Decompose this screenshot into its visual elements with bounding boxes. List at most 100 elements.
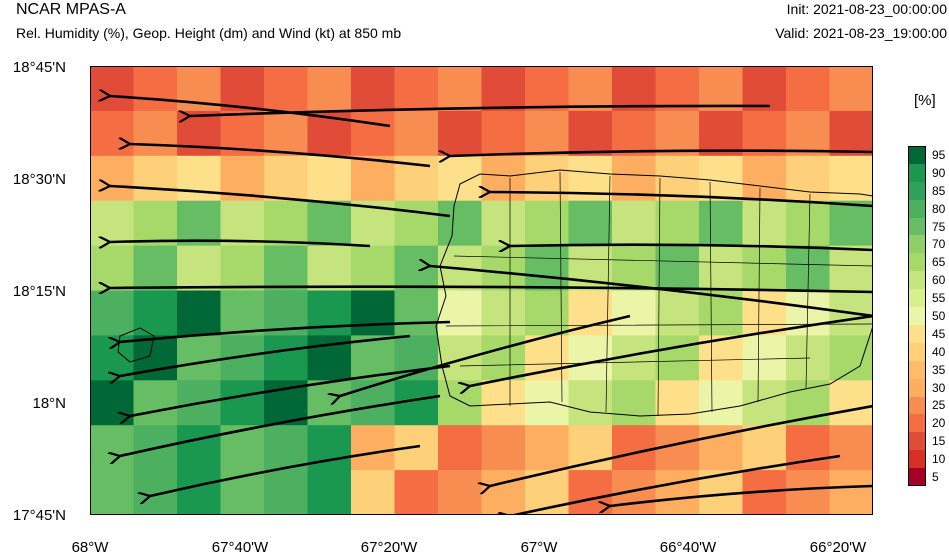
humidity-cell [394,290,439,336]
wind-arrow [110,186,451,218]
wind-arrow [110,96,391,128]
humidity-cell [481,290,526,336]
humidity-cell [655,66,700,112]
humidity-cell [90,380,135,426]
humidity-cell [481,425,526,471]
humidity-cell [351,66,396,112]
humidity-cell [829,200,873,247]
humidity-cell [612,200,657,247]
init-time: Init: 2021-08-23_00:00:00 [786,1,947,17]
colorbar-unit: [%] [914,92,936,109]
colorbar-swatch [908,468,926,487]
wind-arrow [110,241,371,246]
humidity-cell [612,66,657,112]
humidity-cell [786,200,831,247]
humidity-cell [655,200,700,247]
humidity-cell [742,335,787,381]
humidity-cell [438,335,483,381]
colorbar-tick-label: 65 [932,255,946,270]
wind-arrow [120,320,451,342]
wind-arrow [470,314,873,386]
humidity-cell [786,66,831,112]
humidity-cell [481,470,526,515]
humidity-cell [525,110,570,157]
humidity-cell [829,380,873,426]
colorbar-swatch [908,253,926,272]
wind-arrow [110,287,873,292]
map-frame [90,66,873,515]
lat-label-18-00: 18°N [32,395,66,412]
colorbar-swatch [908,199,926,219]
humidity-cell [655,110,700,157]
humidity-cell [177,335,222,381]
humidity-cell [699,155,744,202]
colorbar-swatch [908,181,926,201]
humidity-cell [351,290,396,336]
humidity-cell [133,290,178,336]
humidity-cell [351,425,396,471]
wind-arrow [490,404,873,486]
colorbar-swatch [908,307,926,326]
humidity-cell [307,200,352,247]
colorbar-tick-label: 40 [932,344,946,359]
lat-label-17-45: 17°45'N [12,507,66,524]
colorbar-tick-label: 20 [932,416,946,431]
wind-arrow [120,394,441,456]
humidity-cell [699,380,744,426]
humidity-cell [829,110,873,157]
colorbar-swatch [908,235,926,254]
valid-time: Valid: 2021-08-23_19:00:00 [775,25,947,41]
humidity-cell [264,425,309,471]
humidity-cell [742,110,787,157]
humidity-cell [786,110,831,157]
humidity-cell [742,155,787,202]
humidity-cell [307,245,352,292]
humidity-cell [481,155,526,202]
humidity-cell [307,470,352,515]
humidity-cell [612,380,657,426]
colorbar [908,146,926,487]
wind-arrow [130,144,431,168]
humidity-cell [177,110,222,157]
humidity-cell [742,66,787,112]
humidity-cell [786,155,831,202]
colorbar-swatch [908,432,926,451]
humidity-cell [612,110,657,157]
wind-arrow [190,104,771,116]
humidity-cell [742,290,787,336]
humidity-cell [438,290,483,336]
humidity-cell [829,425,873,471]
lat-label-18-45: 18°45'N [12,59,66,76]
colorbar-swatch [908,324,926,344]
humidity-cell [394,335,439,381]
colorbar-swatch [908,378,926,398]
colorbar-tick-label: 60 [932,273,946,288]
humidity-cell [438,66,483,112]
humidity-cell [264,200,309,247]
humidity-cell [786,470,831,515]
humidity-cell [525,155,570,202]
colorbar-swatch [908,146,926,165]
humidity-cell [568,470,613,515]
colorbar-tick-label: 75 [932,219,946,234]
humidity-cell [438,380,483,426]
humidity-cell [220,66,265,112]
humidity-cell [90,200,135,247]
humidity-cell [264,66,309,112]
humidity-cell [438,470,483,515]
colorbar-tick-label: 15 [932,434,946,449]
lat-label-18-15: 18°15'N [12,283,66,300]
humidity-cell [568,110,613,157]
humidity-cell [742,245,787,292]
humidity-cell [438,200,483,247]
puerto-rico-outline [435,169,873,417]
humidity-cell [829,245,873,292]
humidity-wind-map [90,66,873,515]
humidity-cell [525,290,570,336]
humidity-cell [90,470,135,515]
lon-label-66-20w: 66°20'W [809,539,867,556]
colorbar-swatch [908,450,926,469]
humidity-cell [829,66,873,112]
lon-label-67-20w: 67°20'W [360,539,418,556]
humidity-cell [655,290,700,336]
